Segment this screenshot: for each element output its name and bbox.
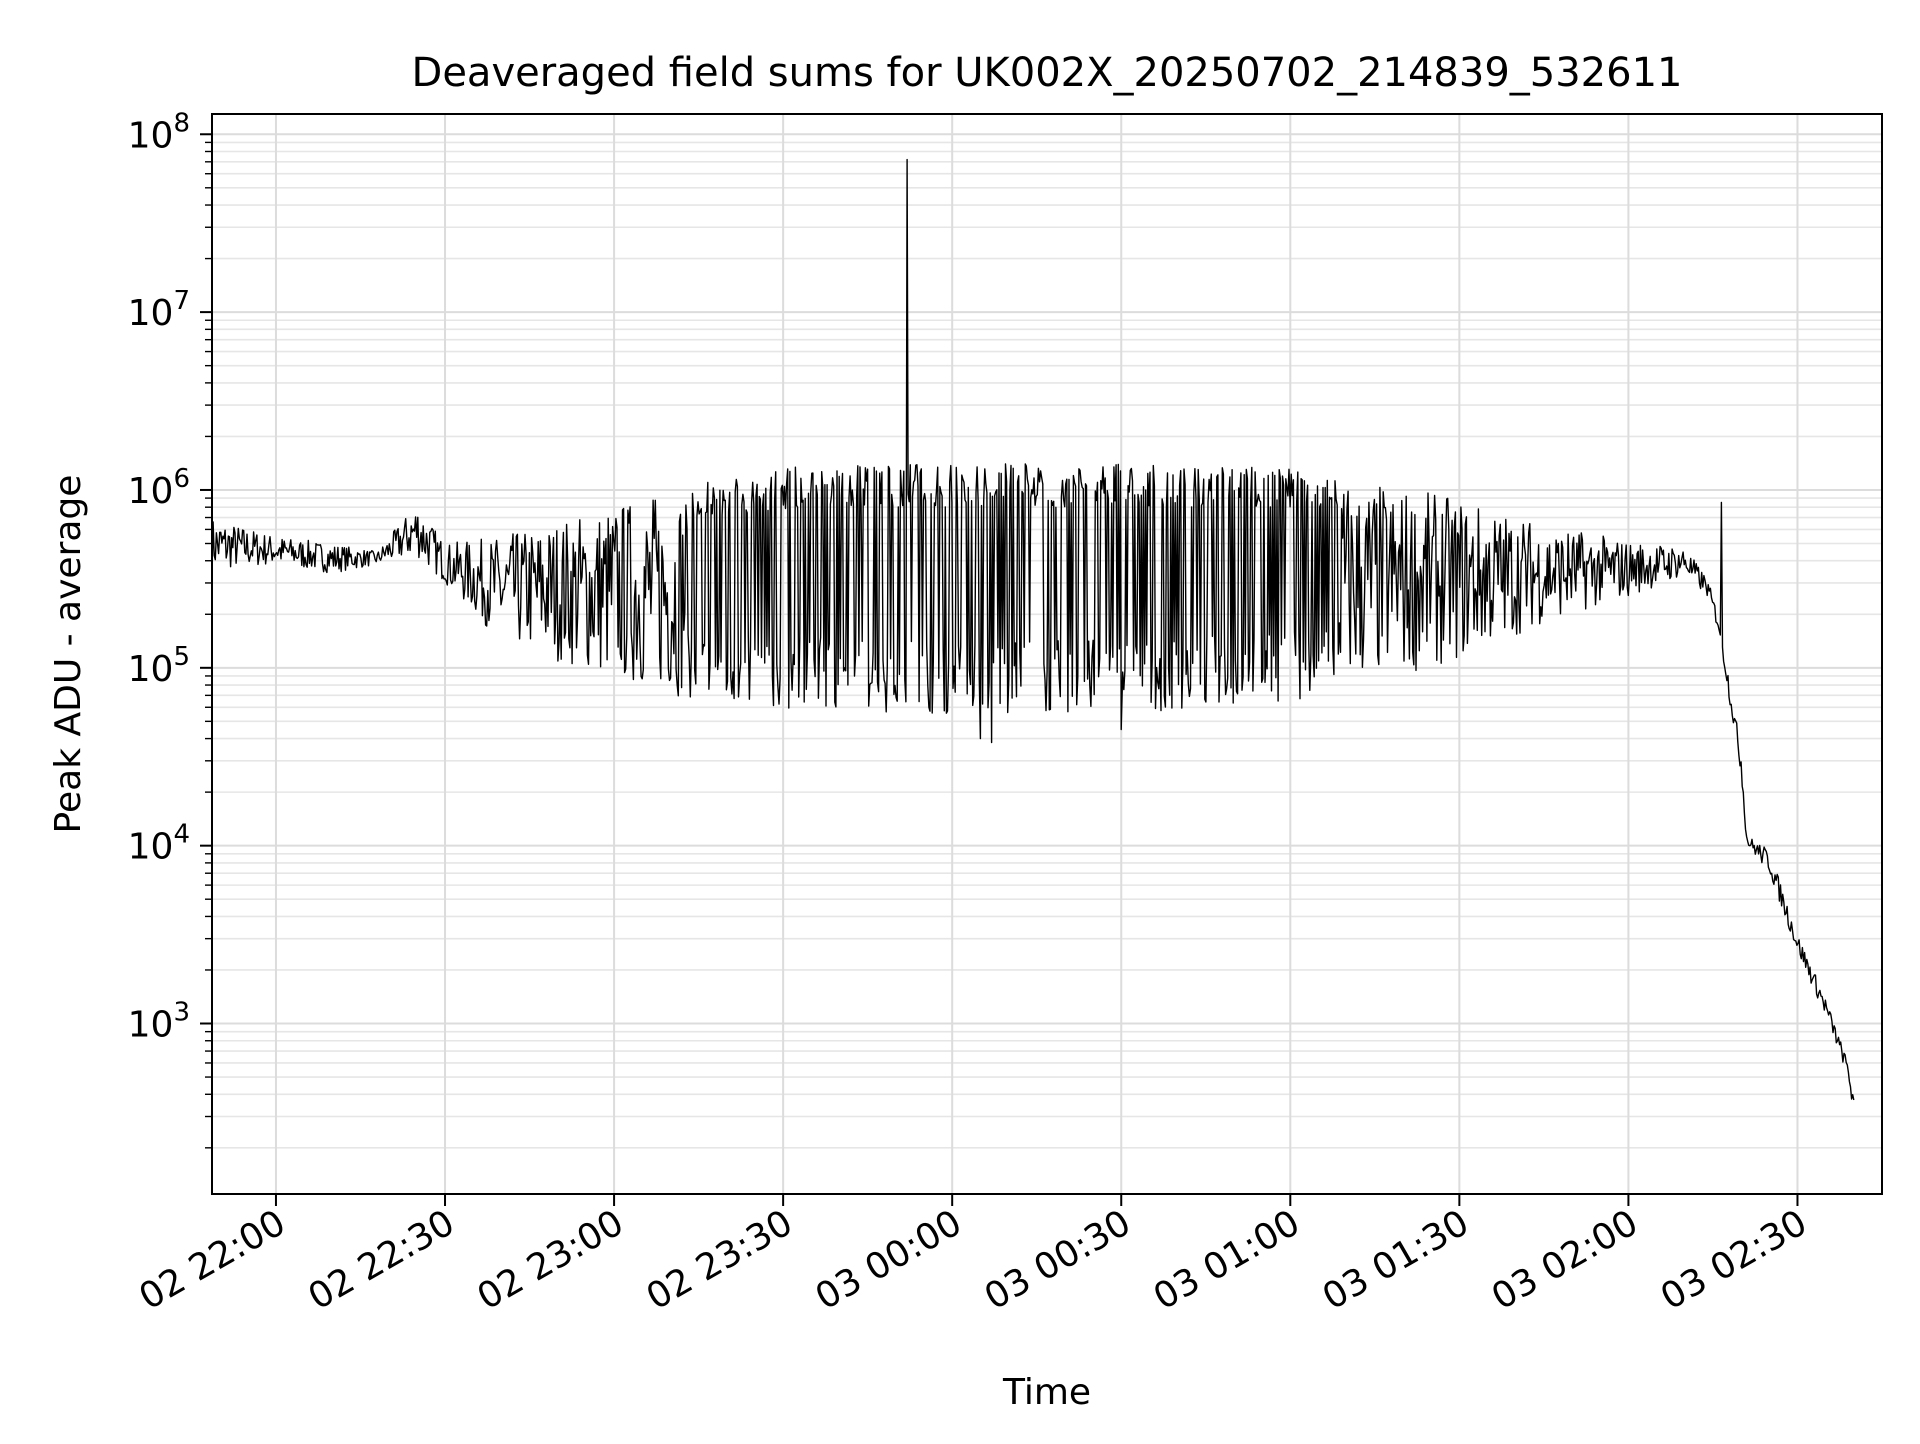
series-layer — [211, 158, 1855, 1101]
y-tick-label: 107 — [128, 286, 190, 334]
y-tick-label: 108 — [128, 108, 190, 156]
y-tick-label: 106 — [128, 464, 190, 512]
series-line — [211, 158, 1855, 1101]
y-tick-label: 103 — [128, 998, 190, 1046]
chart-title: Deaveraged field sums for UK002X_2025070… — [412, 50, 1683, 96]
y-tick-label: 105 — [128, 642, 190, 690]
y-axis-label: Peak ADU - average — [48, 475, 89, 834]
x-axis-label: Time — [1002, 1372, 1091, 1413]
plot-frame — [211, 113, 1883, 1195]
y-tick-label: 104 — [128, 820, 190, 868]
grid-layer — [212, 114, 1882, 1194]
